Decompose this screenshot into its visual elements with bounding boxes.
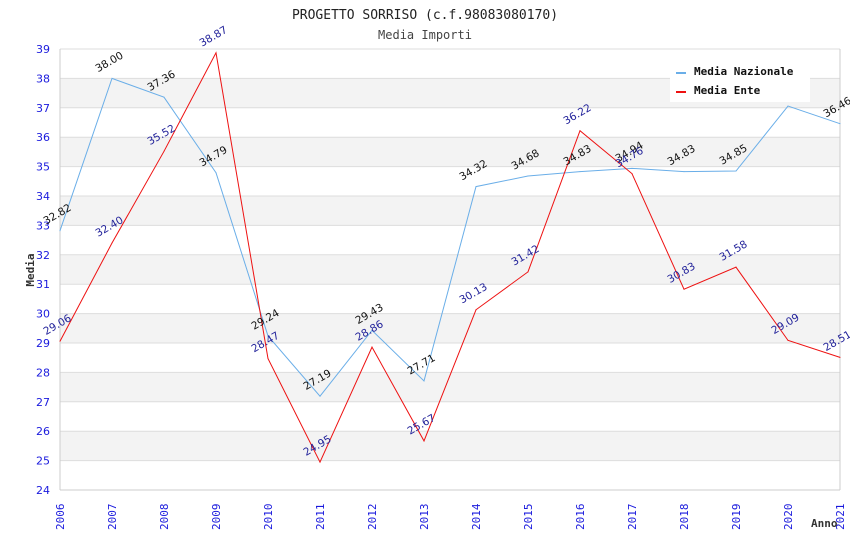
y-tick-label-39: 39 (36, 43, 50, 56)
x-tick-label-2017: 2017 (626, 504, 639, 531)
data-point (423, 380, 425, 382)
legend-label-media-nazionale: Media Nazionale (694, 65, 794, 78)
data-point (111, 77, 113, 79)
data-point (215, 52, 217, 54)
y-tick-label-30: 30 (36, 308, 50, 321)
chart-subtitle: Media Importi (378, 28, 472, 42)
x-tick-label-2013: 2013 (418, 504, 431, 531)
x-tick-label-2009: 2009 (210, 504, 223, 531)
y-tick-label-35: 35 (36, 161, 50, 174)
series-group (59, 51, 841, 464)
data-point (371, 329, 373, 331)
y-tick-label-33: 33 (36, 219, 50, 232)
data-point (267, 358, 269, 360)
y-tick-label-29: 29 (36, 337, 50, 350)
grid-band (60, 137, 840, 167)
grid-band (60, 372, 840, 402)
data-point (423, 440, 425, 442)
legend-label-media-ente: Media Ente (694, 84, 761, 97)
data-point (475, 186, 477, 188)
y-tick-label-38: 38 (36, 72, 50, 85)
y-tick-label-24: 24 (36, 484, 50, 497)
x-tick-label-2020: 2020 (782, 504, 795, 531)
legend: Media Nazionale Media Ente (670, 60, 810, 102)
data-point (111, 242, 113, 244)
x-tick-label-2011: 2011 (314, 504, 327, 531)
x-axis-label: Anno (811, 517, 838, 530)
data-point (787, 339, 789, 341)
x-tick-label-2010: 2010 (262, 504, 275, 531)
y-tick-label-32: 32 (36, 249, 50, 262)
y-tick-label-26: 26 (36, 425, 50, 438)
data-label: 38.87 (198, 24, 230, 49)
x-tick-label-2016: 2016 (574, 504, 587, 531)
data-point (735, 170, 737, 172)
y-tick-label-25: 25 (36, 455, 50, 468)
data-label: 38.00 (94, 50, 126, 75)
data-point (371, 346, 373, 348)
data-point (319, 461, 321, 463)
data-point (475, 309, 477, 311)
y-tick-label-34: 34 (36, 190, 50, 203)
legend-box (670, 60, 810, 102)
data-point (163, 150, 165, 152)
y-tick-label-27: 27 (36, 396, 50, 409)
grid-bands (60, 78, 840, 461)
data-point (579, 130, 581, 132)
y-tick-label-36: 36 (36, 131, 50, 144)
y-tick-label-37: 37 (36, 102, 50, 115)
grid-band (60, 254, 840, 285)
x-tick-label-2015: 2015 (522, 504, 535, 531)
data-point (631, 173, 633, 175)
y-axis-ticks: 24 25 26 27 28 29 30 31 32 33 34 35 36 37 38 39 (36, 43, 50, 497)
data-point (839, 123, 841, 125)
data-point (683, 171, 685, 173)
x-tick-label-2012: 2012 (366, 504, 379, 531)
data-point (215, 172, 217, 174)
data-point (267, 335, 269, 337)
y-tick-label-31: 31 (36, 278, 50, 291)
data-point (631, 167, 633, 169)
y-tick-label-28: 28 (36, 366, 50, 379)
data-point (579, 171, 581, 173)
x-tick-label-2018: 2018 (678, 504, 691, 531)
data-point (839, 356, 841, 358)
series-line-media-ente (59, 51, 841, 464)
legend-swatch-media-nazionale (676, 72, 686, 74)
x-tick-label-2008: 2008 (158, 504, 171, 531)
grid-band (60, 431, 840, 461)
chart-title: PROGETTO SORRISO (c.f.98083080170) (292, 8, 558, 23)
x-tick-label-2021: 2021 (834, 504, 847, 531)
y-axis-label: Media (24, 253, 37, 286)
data-point (319, 395, 321, 397)
x-tick-label-2006: 2006 (54, 504, 67, 531)
series-line-media-nazionale (59, 77, 841, 397)
data-point (735, 266, 737, 268)
x-tick-label-2007: 2007 (106, 504, 119, 531)
grid-lines (59, 48, 841, 491)
x-axis-ticks: 2006 2007 2008 2009 2010 2011 2012 2013 2014 2015… (54, 503, 847, 530)
legend-swatch-media-ente (676, 91, 686, 93)
data-point (683, 288, 685, 290)
data-point (527, 175, 529, 177)
data-point (163, 96, 165, 98)
x-tick-label-2014: 2014 (470, 503, 483, 530)
data-point (787, 105, 789, 107)
x-tick-label-2019: 2019 (730, 504, 743, 531)
data-label: 30.13 (458, 281, 490, 306)
grid-band (60, 313, 840, 343)
data-point (527, 271, 529, 273)
data-point (59, 340, 61, 342)
grid-band (60, 196, 840, 226)
data-point (59, 230, 61, 232)
